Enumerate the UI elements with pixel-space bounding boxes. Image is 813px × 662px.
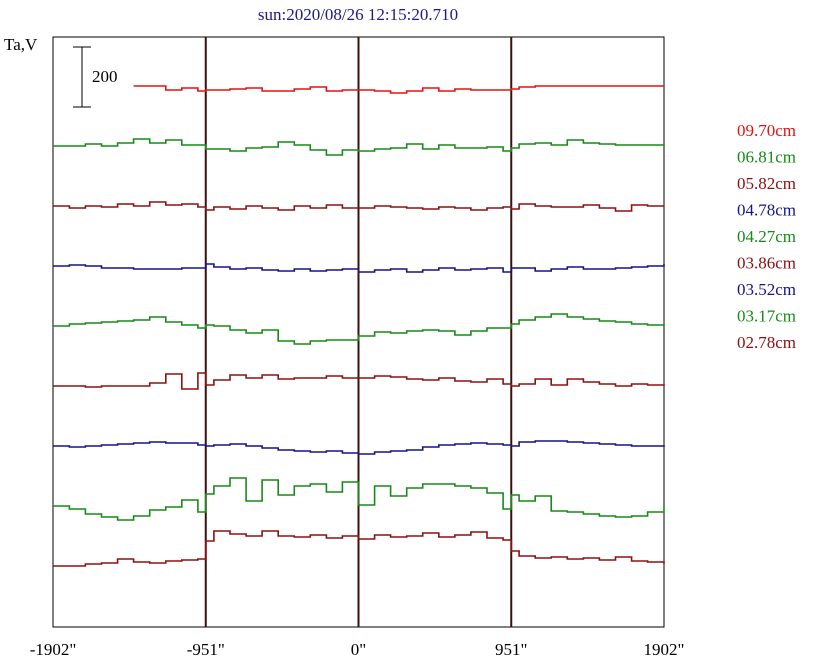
series-line-05.82cm: [53, 201, 664, 212]
legend-entry-5: 03.86cm: [737, 254, 796, 273]
legend-entry-6: 03.52cm: [737, 280, 796, 299]
legend-entry-0: 09.70cm: [737, 121, 796, 140]
x-tick-label-0: -1902": [30, 640, 77, 659]
legend-entry-4: 04.27cm: [737, 227, 796, 246]
series-line-02.78cm: [53, 530, 665, 567]
series-line-03.17cm: [53, 477, 665, 521]
series-line-06.81cm: [53, 138, 665, 156]
vertical-markers: [204, 37, 513, 627]
y-axis-label: Ta,V: [4, 35, 38, 54]
x-tick-label-3: 951": [495, 640, 527, 659]
series-line-09.70cm: [133, 85, 664, 94]
x-tick-label-4: 1902": [644, 640, 685, 659]
series-line-03.52cm: [53, 440, 665, 455]
legend-entry-7: 03.17cm: [737, 307, 796, 326]
scale-bar: 200: [73, 46, 118, 108]
series-lines: [53, 85, 665, 567]
x-tick-labels: -1902" -951" 0" 951" 1902": [30, 640, 685, 659]
x-tick-label-1: -951": [187, 640, 225, 659]
x-tick-label-2: 0": [351, 640, 366, 659]
chart-title: sun:2020/08/26 12:15:20.710: [258, 5, 458, 24]
legend-entry-3: 04.78cm: [737, 201, 796, 220]
series-line-03.86cm: [53, 372, 665, 390]
series-line-04.27cm: [53, 313, 665, 345]
legend-entry-8: 02.78cm: [737, 333, 796, 352]
series-line-04.78cm: [53, 263, 665, 273]
legend: 09.70cm 06.81cm 05.82cm 04.78cm 04.27cm 03.86…: [737, 121, 796, 352]
legend-entry-1: 06.81cm: [737, 148, 796, 167]
legend-entry-2: 05.82cm: [737, 174, 796, 193]
scale-bar-label: 200: [92, 67, 118, 86]
